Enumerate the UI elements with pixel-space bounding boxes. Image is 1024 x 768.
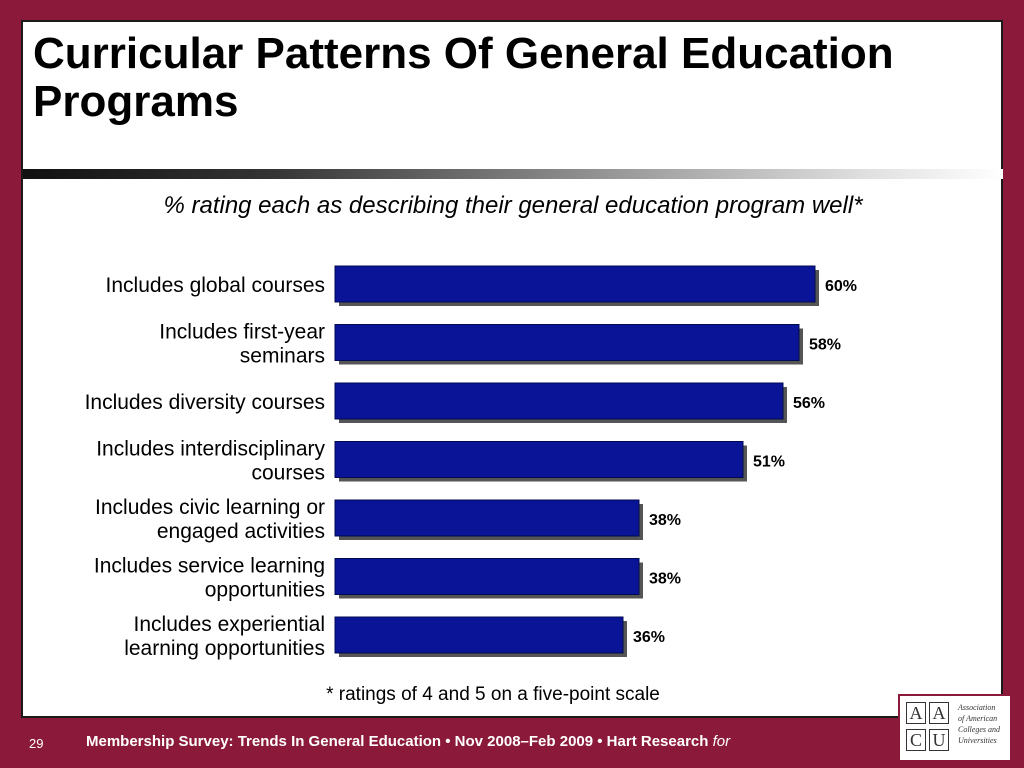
category-label: Includes interdisciplinary (96, 438, 325, 461)
category-label: Includes experiential (134, 613, 325, 636)
logo-text: Association of American Colleges and Uni… (958, 702, 1014, 746)
chart-subtitle: % rating each as describing their genera… (163, 192, 863, 219)
bar-value-label: 60% (825, 278, 857, 295)
bar-value-label: 56% (793, 395, 825, 412)
aacu-logo: A A C U Association of American Colleges… (898, 694, 1012, 762)
bar-value-label: 38% (649, 571, 681, 588)
bar (334, 441, 744, 478)
bar (334, 616, 624, 654)
bar (334, 499, 640, 537)
logo-letter-a1: A (906, 702, 926, 724)
bar-chart: 60% Includes global courses 58% Includes fi… (85, 265, 857, 660)
title-divider (23, 169, 1003, 179)
slide-title: Curricular Patterns Of General Education… (33, 29, 894, 126)
category-label: seminars (240, 345, 325, 368)
category-label: Includes diversity courses (85, 391, 325, 414)
logo-letter-a2: A (929, 702, 949, 724)
category-label: Includes civic learning or (95, 496, 325, 519)
logo-line-4: Universities (958, 736, 997, 745)
category-label: Includes global courses (106, 274, 325, 297)
category-label: learning opportunities (124, 637, 325, 660)
category-label: opportunities (205, 579, 325, 602)
page-number: 29 (29, 736, 44, 751)
footer-bar: 29 Membership Survey: Trends In General … (0, 718, 1024, 768)
bar (334, 382, 784, 420)
footer-text: Membership Survey: Trends In General Edu… (86, 733, 730, 750)
chart-footnote: * ratings of 4 and 5 on a five-point sca… (326, 684, 660, 705)
logo-letter-c: C (906, 729, 926, 751)
category-label: courses (251, 462, 325, 485)
logo-letter-u: U (929, 729, 949, 751)
slide-frame: Curricular Patterns Of General Education… (21, 20, 1003, 718)
bar (334, 558, 640, 595)
bar (334, 324, 800, 361)
logo-line-1: Association (958, 703, 996, 712)
bar-value-label: 36% (633, 629, 665, 646)
bar (334, 265, 816, 303)
category-label: Includes service learning (94, 555, 325, 578)
category-label: engaged activities (157, 520, 325, 543)
footer-for: for (712, 733, 731, 750)
bar-value-label: 38% (649, 512, 681, 529)
footer-source: Membership Survey: Trends In General Edu… (86, 733, 709, 750)
category-label: Includes first-year (159, 321, 325, 344)
logo-line-3: Colleges and (958, 725, 1000, 734)
bar-value-label: 58% (809, 337, 841, 354)
logo-line-2: of American (958, 714, 998, 723)
bar-value-label: 51% (753, 454, 785, 471)
